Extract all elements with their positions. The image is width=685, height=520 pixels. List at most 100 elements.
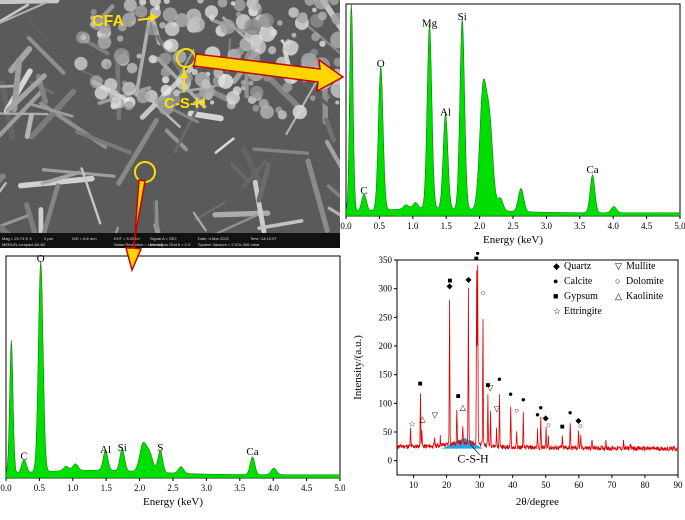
sem-rod [0,84,19,88]
sem-flake [121,12,137,27]
peak-label: O [37,253,45,265]
x-tick-label: 1.0 [67,483,79,493]
legend-label: Gypsum [564,291,598,302]
legend-label: Calcite [564,276,593,287]
peak-label: C [20,451,27,463]
sem-flake [244,50,261,66]
sem-flake [250,85,264,99]
sem-flake [226,90,240,105]
phase-marker: ☆ [408,419,415,428]
sem-flake [296,12,308,24]
sem-rod [97,86,152,105]
sem-flake [159,21,166,29]
sem-flake [251,2,261,12]
peak-label: Si [458,11,467,23]
sem-rod [24,202,42,248]
sem-info-item: Date :4 Mar 2022 [198,236,230,241]
x-tick-label: 40 [508,480,518,490]
sem-flake [148,54,157,64]
x-tick-label: 3.5 [574,221,586,231]
sem-flake [276,56,288,69]
sem-rod [0,112,49,116]
sem-rod [29,102,74,118]
x-tick-label: 4.5 [301,483,313,493]
sem-flake [235,46,245,56]
legend-symbol: ◆ [553,261,560,271]
phase-marker: ◆ [543,414,550,423]
sem-flake [217,0,228,8]
sem-flake [89,75,103,89]
sem-rod [326,184,340,199]
legend-label: Ettringite [564,306,602,317]
hump-pointer [469,443,480,456]
sem-flake [97,35,112,49]
sem-rod [5,73,47,113]
sem-flake [189,13,194,18]
sem-flake [113,48,130,64]
sem-flake [156,96,169,109]
sem-flake [331,12,340,25]
csh-label: C-S-H [164,95,206,112]
sem-flake [110,97,122,109]
sem-rod [305,23,340,55]
sem-rod [212,214,258,237]
legend-symbol: ○ [615,276,620,286]
sem-rod [28,88,77,140]
sem-flake [213,67,224,78]
sem-rod [192,211,207,232]
sem-rod [305,158,330,233]
eds-bottom-chart: 0.0 0.5 1.0 1.5 2.0 2.5 3.0 3.5 4.0 4.5 5.0 Energy … [0,253,345,508]
sem-info-item: Mag = 20.74 K X [2,236,32,241]
x-tick-label: 3.5 [234,483,246,493]
peak-label: Si [118,442,127,454]
peak-label: Mg [422,18,438,30]
x-tick-label: 3.0 [201,483,213,493]
sem-flake [230,1,236,6]
x-tick-label: 30 [475,480,485,490]
sem-info-item: EHT = 5.00 kV [114,236,140,241]
sem-info-item: MERLIN compact-60-60 [2,242,46,247]
peak-label: Ca [586,164,598,176]
x-tick-label: 0.0 [0,483,12,493]
y-tick-label: 300 [379,284,393,294]
sem-micrograph-panel: Mag = 20.74 K X 2 µm WD = 8.6 mm EHT = 5.00… [0,0,340,248]
sem-flake [174,13,190,28]
sem-flake [335,100,340,105]
x-axis-label: 2θ/degree [516,496,559,508]
sem-flake [283,69,299,85]
sem-flake [318,76,332,89]
sem-rod [24,112,34,139]
sem-rod [252,179,267,235]
eds-spectrum-top: 0.0 0.5 1.0 1.5 2.0 2.5 3.0 3.5 4.0 4.5 5.0 Energy … [340,0,685,248]
sem-info-bar [0,233,340,248]
sem-rod [41,168,116,178]
phase-marker: △ [460,403,467,412]
legend-symbol: ▽ [615,261,622,271]
y-tick-label: 0 [388,456,393,466]
xrd-pattern: 0 50 100 150 200 250 300 350 10 20 30 40 50 60 70 80 90 2… [345,252,685,520]
phase-marker: ○ [546,420,551,429]
sem-info-item: 2 µm [44,236,54,241]
x-tick-label: 50 [541,480,551,490]
sem-rod [80,167,102,225]
sem-rod [256,162,272,203]
sem-rod [26,35,66,75]
x-axis-label: Energy (keV) [143,496,203,508]
sem-flake [191,68,198,76]
y-tick-label: 200 [379,341,393,351]
sem-flake [136,53,142,59]
sem-flake [311,7,317,13]
sem-flake [90,8,97,16]
sem-flake [163,0,170,5]
x-tick-label: 20 [442,480,452,490]
sem-rod [323,117,337,143]
sem-flake [135,5,148,18]
spectrum-fill [345,3,681,217]
legend-symbol: ● [553,276,558,286]
x-tick-label: 0.0 [340,221,352,231]
sem-flake [240,79,247,86]
sem-flake [162,7,178,23]
sem-rod [75,129,132,155]
csh-pointer-head [180,70,188,78]
sem-flake [193,100,199,106]
